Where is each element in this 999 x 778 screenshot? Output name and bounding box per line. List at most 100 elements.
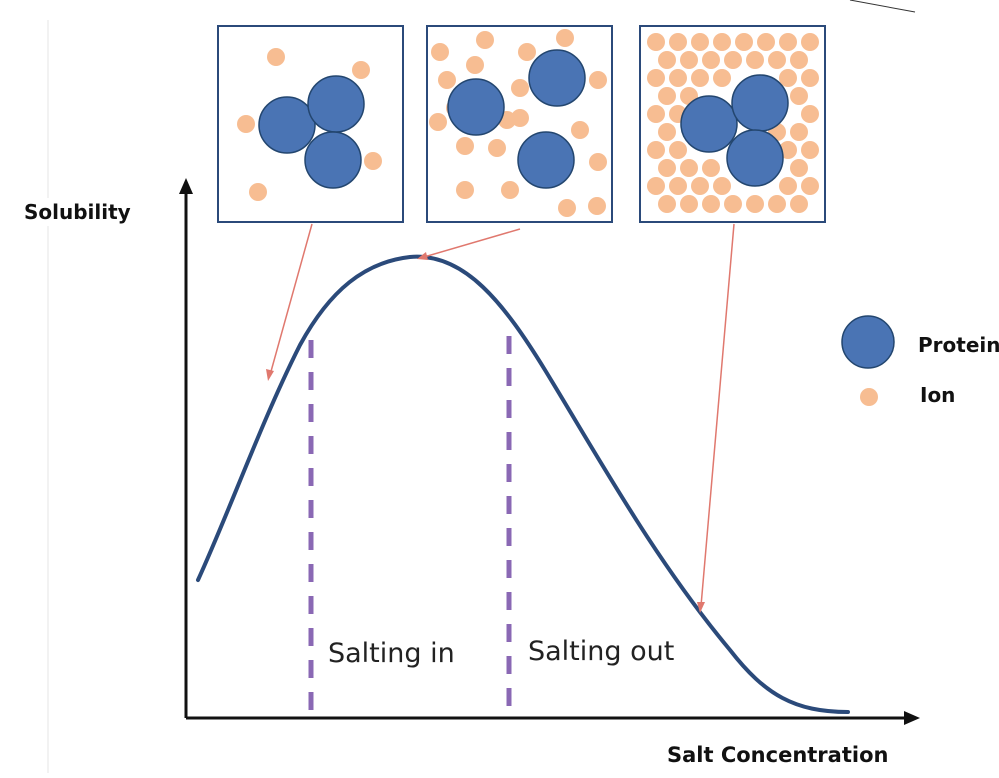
ion-particle (680, 159, 698, 177)
ion-particle (768, 195, 786, 213)
ion-particle (647, 177, 665, 195)
ion-particle (556, 29, 574, 47)
particle-layer (237, 29, 819, 217)
ion-particle (801, 69, 819, 87)
ion-particle (429, 113, 447, 131)
ion-particle (589, 71, 607, 89)
ion-particle (669, 69, 687, 87)
callout-line-high (700, 223, 735, 607)
ion-particle (558, 199, 576, 217)
ion-particle (658, 51, 676, 69)
ion-particle (431, 43, 449, 61)
callout-arrows (266, 223, 735, 613)
callout-line-optimal (423, 228, 521, 258)
ion-particle (658, 159, 676, 177)
y-axis-arrowhead (179, 178, 193, 194)
protein-molecule (517, 131, 575, 189)
ion-particle (702, 195, 720, 213)
ion-particle (658, 195, 676, 213)
callout-arrowhead-high (697, 602, 705, 613)
ion-particle (801, 105, 819, 123)
ion-particle (790, 51, 808, 69)
ion-particle (713, 177, 731, 195)
ion-particle (790, 195, 808, 213)
ion-particle (724, 195, 742, 213)
ion-particle (735, 33, 753, 51)
ion-particle (724, 51, 742, 69)
ion-particle (691, 177, 709, 195)
ion-particle (669, 33, 687, 51)
ion-particle (713, 69, 731, 87)
protein-molecule (528, 49, 586, 107)
ion-particle (511, 79, 529, 97)
protein-molecule (447, 78, 505, 136)
ion-particle (267, 48, 285, 66)
ion-particle (790, 159, 808, 177)
salting-out-label: Salting out (520, 632, 683, 671)
ion-particle (779, 33, 797, 51)
ion-particle (511, 109, 529, 127)
ion-particle (571, 121, 589, 139)
callout-arrowhead-optimal (417, 252, 428, 260)
legend-ion-icon (860, 388, 878, 406)
ion-particle (588, 197, 606, 215)
callout-line-low (269, 223, 313, 376)
ion-particle (691, 33, 709, 51)
legend-protein-label: Protein (918, 333, 999, 357)
x-axis-label: Salt Concentration (667, 743, 889, 767)
ion-particle (702, 51, 720, 69)
ion-particle (352, 61, 370, 79)
ion-particle (779, 69, 797, 87)
protein-molecule (726, 129, 784, 187)
ion-particle (647, 105, 665, 123)
legend-ion-label: Ion (920, 383, 956, 407)
protein-molecule (304, 131, 362, 189)
ion-particle (669, 177, 687, 195)
ion-particle (779, 177, 797, 195)
ion-particle (702, 159, 720, 177)
ion-particle (790, 87, 808, 105)
protein-molecule (731, 74, 789, 132)
solubility-curve (196, 254, 850, 714)
ion-particle (768, 51, 786, 69)
ion-particle (713, 33, 731, 51)
ion-particle (680, 195, 698, 213)
ion-particle (658, 87, 676, 105)
ion-particle (438, 71, 456, 89)
ion-particle (589, 153, 607, 171)
ion-particle (518, 43, 536, 61)
ion-particle (669, 141, 687, 159)
ion-particle (790, 123, 808, 141)
ion-particle (647, 141, 665, 159)
ion-particle (466, 56, 484, 74)
ion-particle (680, 51, 698, 69)
ion-particle (456, 137, 474, 155)
ion-particle (801, 33, 819, 51)
axes (179, 178, 920, 725)
ion-particle (249, 183, 267, 201)
ion-particle (801, 141, 819, 159)
legend-protein-icon (841, 315, 895, 369)
callout-arrowhead-low (266, 369, 274, 381)
y-axis-label: Solubility (20, 198, 135, 226)
protein-molecule (258, 96, 316, 154)
corner-decor-line (849, 0, 916, 13)
ion-particle (237, 115, 255, 133)
ion-particle (801, 177, 819, 195)
salting-in-label: Salting in (320, 634, 463, 673)
protein-molecule (307, 75, 365, 133)
ion-particle (746, 51, 764, 69)
ion-particle (501, 181, 519, 199)
ion-particle (647, 69, 665, 87)
ion-particle (647, 33, 665, 51)
ion-particle (476, 31, 494, 49)
ion-particle (456, 181, 474, 199)
ion-particle (746, 195, 764, 213)
ion-particle (364, 152, 382, 170)
ion-particle (488, 139, 506, 157)
protein-molecule (680, 95, 738, 153)
ion-particle (757, 33, 775, 51)
ion-particle (691, 69, 709, 87)
